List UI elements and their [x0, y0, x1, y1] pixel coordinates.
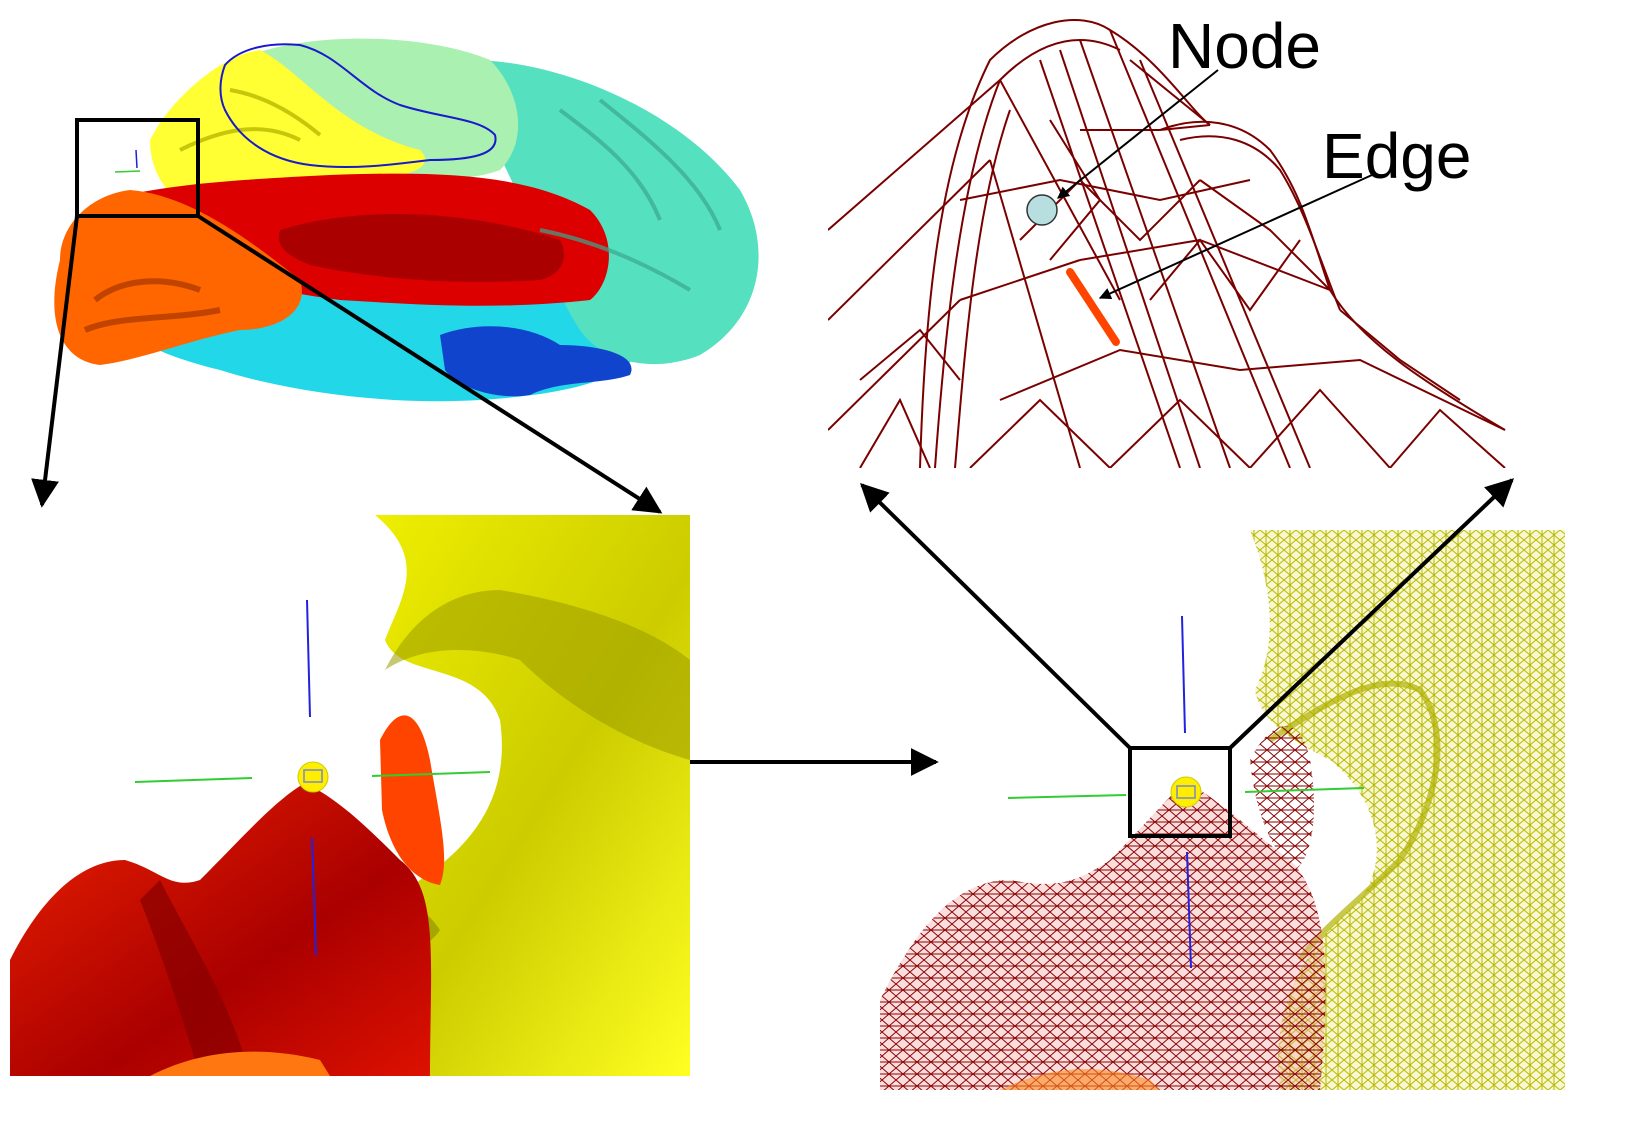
mesh-orange-bottom: [1000, 1069, 1160, 1090]
mesh-yellow-wire: [1250, 530, 1565, 1090]
mesh-axis-blue-bottom: [1186, 851, 1192, 969]
parietal-contour: [219, 43, 497, 169]
frontal-region: [150, 50, 426, 215]
mesh-axis-blue-top: [1181, 615, 1186, 734]
surface-orange-fold: [380, 715, 445, 885]
frontal-sulci: [179, 88, 322, 152]
edge-highlight: [1066, 268, 1120, 346]
surface-yellow-shadow: [385, 590, 690, 760]
overview-axis-green: [114, 170, 141, 173]
node-callout-arrow: [1057, 69, 1219, 199]
mesh-red-wire: [880, 782, 1326, 1090]
corpus-callosum-region: [278, 213, 564, 282]
node-circle: [1026, 194, 1058, 226]
render-axis-green-left: [134, 777, 253, 783]
edge-callout-arrow: [1098, 174, 1373, 300]
arrow-zoom-left: [31, 215, 79, 508]
surface-red-peaks: [10, 783, 432, 1076]
arrow-zoom-right: [196, 214, 663, 514]
mesh-node-marker-icon: [1170, 776, 1202, 808]
mesh-zoom-box: [1128, 746, 1232, 838]
mesh-yellow-ridge: [1268, 680, 1441, 962]
zoomed-wireframe-mesh: [880, 530, 1565, 1090]
mesh-detail-wire: [828, 19, 1506, 468]
sulci-lines: [539, 98, 722, 292]
render-axis-blue-bottom: [311, 837, 317, 956]
node-label: Node: [1168, 10, 1321, 82]
mesh-red-back-fold: [1250, 726, 1315, 870]
mesh-axis-green-left: [1007, 794, 1127, 799]
surface-red-valley: [140, 880, 250, 1076]
render-axis-green-right: [371, 771, 491, 777]
surface-orange-bottom: [150, 1051, 330, 1076]
render-axis-blue-top: [306, 599, 311, 718]
orbital-dark-fold: [83, 278, 221, 333]
mesh-node-marker-grid-icon: [1176, 785, 1196, 799]
arrow-mesh-right: [1228, 478, 1515, 750]
brain-surface-overview: [54, 38, 759, 402]
render-node-marker-grid-icon: [303, 769, 323, 783]
mesh-axis-green-right: [1244, 787, 1365, 793]
render-node-marker-icon: [297, 761, 329, 793]
insula-region: [440, 326, 632, 397]
overview-zoom-box: [75, 118, 200, 218]
mesh-detail-node-edge: Node Edge: [828, 10, 1506, 468]
edge-label: Edge: [1322, 120, 1471, 192]
arrow-mesh-left: [860, 483, 1132, 750]
zoomed-surface-render: [10, 515, 690, 1076]
overview-axis-blue: [135, 149, 138, 169]
